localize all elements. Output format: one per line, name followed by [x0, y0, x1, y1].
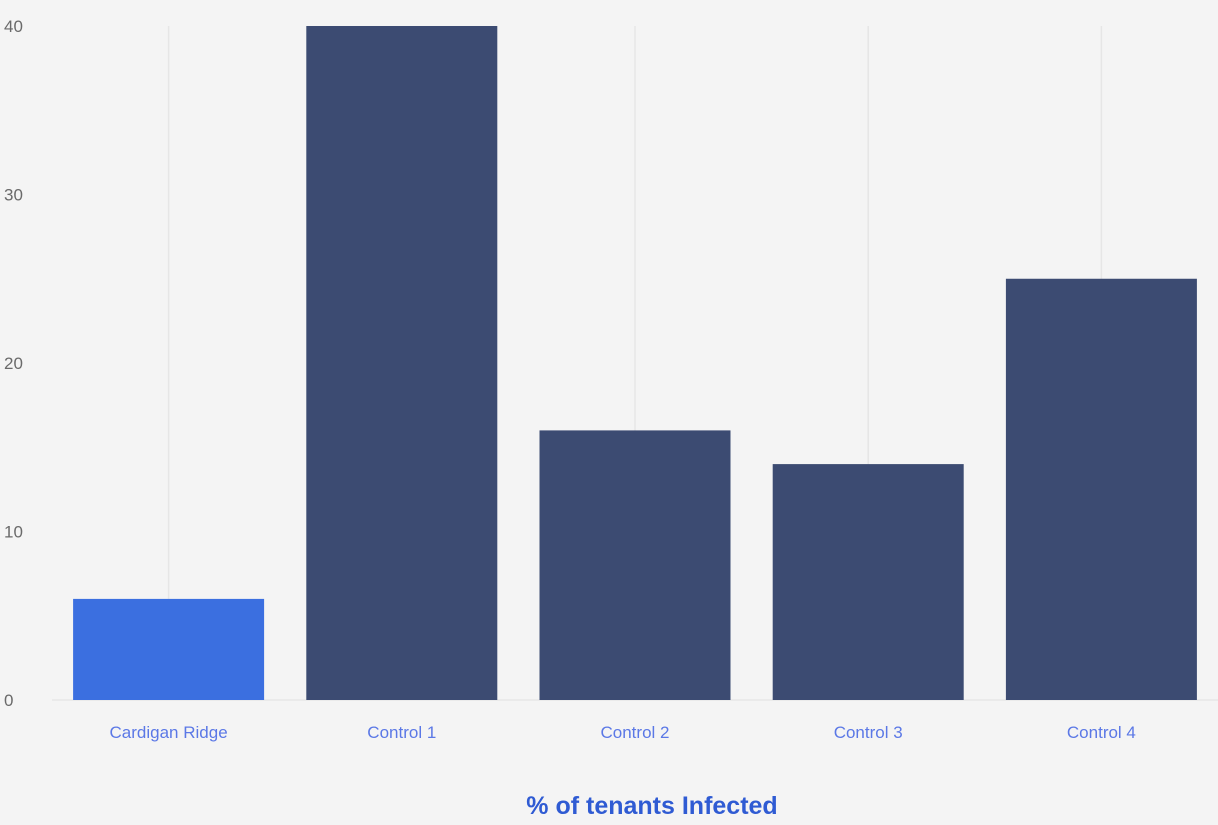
x-tick-label: Control 3 [834, 723, 903, 742]
y-axis-ticks: 0 10 20 30 40 [4, 17, 23, 710]
x-tick-label: Control 2 [601, 723, 670, 742]
x-tick-label: Control 1 [367, 723, 436, 742]
x-axis-categories: Cardigan Ridge Control 1 Control 2 Control … [110, 723, 1136, 742]
bar-control-2[interactable] [539, 430, 731, 700]
y-tick-label: 30 [4, 186, 23, 205]
x-tick-label: Cardigan Ridge [110, 723, 228, 742]
y-tick-label: 40 [4, 17, 23, 36]
y-tick-label: 20 [4, 354, 23, 373]
bar-control-3[interactable] [772, 464, 964, 700]
bar-control-4[interactable] [1005, 278, 1197, 700]
y-tick-label: 10 [4, 523, 23, 542]
bar-control-1[interactable] [306, 26, 498, 700]
x-axis-title: % of tenants Infected [526, 792, 777, 820]
x-tick-label: Control 4 [1067, 723, 1136, 742]
bar-layer [73, 26, 1197, 700]
y-tick-label: 0 [4, 691, 13, 710]
bar-cardigan-ridge[interactable] [73, 598, 265, 700]
